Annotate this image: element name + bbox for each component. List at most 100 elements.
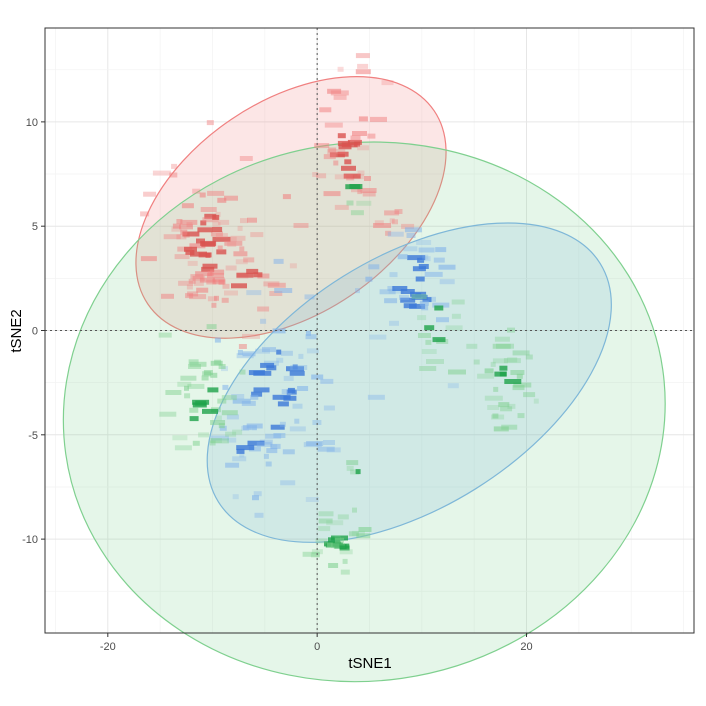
point-green bbox=[477, 373, 495, 379]
point-blue bbox=[277, 401, 289, 407]
point-blue bbox=[263, 453, 269, 459]
point-red bbox=[269, 291, 283, 296]
point-green bbox=[492, 358, 508, 364]
point-red bbox=[246, 268, 259, 274]
point-red bbox=[355, 69, 371, 75]
point-red bbox=[200, 207, 217, 212]
point-green bbox=[356, 200, 372, 206]
point-red bbox=[389, 218, 395, 224]
point-green bbox=[187, 383, 205, 389]
point-blue bbox=[323, 405, 335, 411]
point-green bbox=[218, 364, 226, 369]
point-blue bbox=[253, 491, 262, 497]
point-blue bbox=[294, 418, 300, 424]
point-red bbox=[206, 120, 214, 126]
point-red bbox=[171, 163, 178, 169]
point-blue bbox=[289, 426, 306, 432]
point-green bbox=[516, 373, 523, 379]
point-green bbox=[411, 294, 427, 300]
point-red bbox=[161, 293, 174, 299]
point-red bbox=[324, 122, 343, 128]
point-red bbox=[178, 280, 194, 286]
point-blue bbox=[410, 291, 427, 297]
point-red bbox=[140, 256, 157, 262]
point-blue bbox=[231, 394, 245, 399]
point-red bbox=[394, 209, 403, 214]
point-green bbox=[184, 385, 189, 391]
point-blue bbox=[424, 271, 443, 277]
point-blue bbox=[403, 246, 418, 252]
point-red bbox=[367, 133, 376, 139]
point-red bbox=[357, 189, 363, 195]
point-green bbox=[340, 569, 350, 575]
point-green bbox=[493, 386, 499, 392]
point-blue bbox=[241, 425, 250, 431]
point-blue bbox=[298, 353, 304, 359]
point-green bbox=[210, 438, 229, 444]
point-blue bbox=[253, 370, 272, 376]
point-green bbox=[192, 399, 210, 405]
point-blue bbox=[404, 227, 422, 233]
point-blue bbox=[387, 286, 395, 291]
point-blue bbox=[236, 445, 255, 451]
point-blue bbox=[254, 512, 264, 518]
point-red bbox=[214, 295, 219, 301]
point-red bbox=[176, 219, 183, 224]
point-green bbox=[192, 440, 200, 446]
point-red bbox=[140, 211, 150, 217]
point-red bbox=[337, 140, 350, 146]
point-green bbox=[328, 563, 339, 568]
point-blue bbox=[242, 351, 256, 357]
point-green bbox=[484, 395, 503, 401]
point-red bbox=[180, 219, 198, 225]
point-green bbox=[504, 379, 522, 384]
point-red bbox=[231, 283, 247, 289]
point-blue bbox=[287, 387, 295, 393]
point-blue bbox=[214, 337, 221, 343]
point-blue bbox=[290, 365, 308, 370]
point-green bbox=[221, 410, 238, 416]
point-red bbox=[171, 226, 182, 232]
point-red bbox=[253, 272, 263, 278]
point-green bbox=[507, 403, 516, 409]
point-green bbox=[218, 423, 225, 429]
point-blue bbox=[273, 258, 284, 264]
point-green bbox=[318, 511, 334, 517]
point-red bbox=[217, 245, 223, 251]
point-green bbox=[177, 381, 192, 387]
point-green bbox=[498, 402, 510, 408]
point-red bbox=[230, 235, 246, 241]
point-red bbox=[337, 66, 344, 72]
point-red bbox=[330, 90, 349, 96]
point-green bbox=[348, 531, 359, 537]
point-green bbox=[499, 365, 508, 371]
point-red bbox=[323, 154, 336, 160]
point-blue bbox=[281, 389, 292, 395]
point-blue bbox=[273, 433, 286, 438]
point-blue bbox=[292, 403, 303, 409]
point-red bbox=[235, 259, 248, 265]
point-red bbox=[239, 246, 245, 252]
point-green bbox=[533, 398, 539, 404]
point-red bbox=[238, 344, 247, 349]
point-red bbox=[352, 131, 367, 136]
point-blue bbox=[399, 294, 409, 300]
point-red bbox=[180, 229, 188, 235]
point-red bbox=[357, 170, 365, 176]
point-red bbox=[207, 190, 225, 196]
point-green bbox=[494, 336, 510, 342]
point-red bbox=[314, 143, 330, 149]
point-red bbox=[189, 294, 207, 300]
point-red bbox=[328, 147, 337, 153]
point-red bbox=[370, 116, 387, 122]
point-green bbox=[330, 543, 345, 549]
point-blue bbox=[232, 398, 251, 404]
point-blue bbox=[412, 266, 426, 272]
point-green bbox=[492, 413, 499, 419]
point-red bbox=[212, 221, 221, 227]
point-blue bbox=[312, 420, 322, 425]
point-red bbox=[198, 252, 212, 258]
point-red bbox=[187, 291, 199, 297]
point-green bbox=[432, 337, 446, 343]
